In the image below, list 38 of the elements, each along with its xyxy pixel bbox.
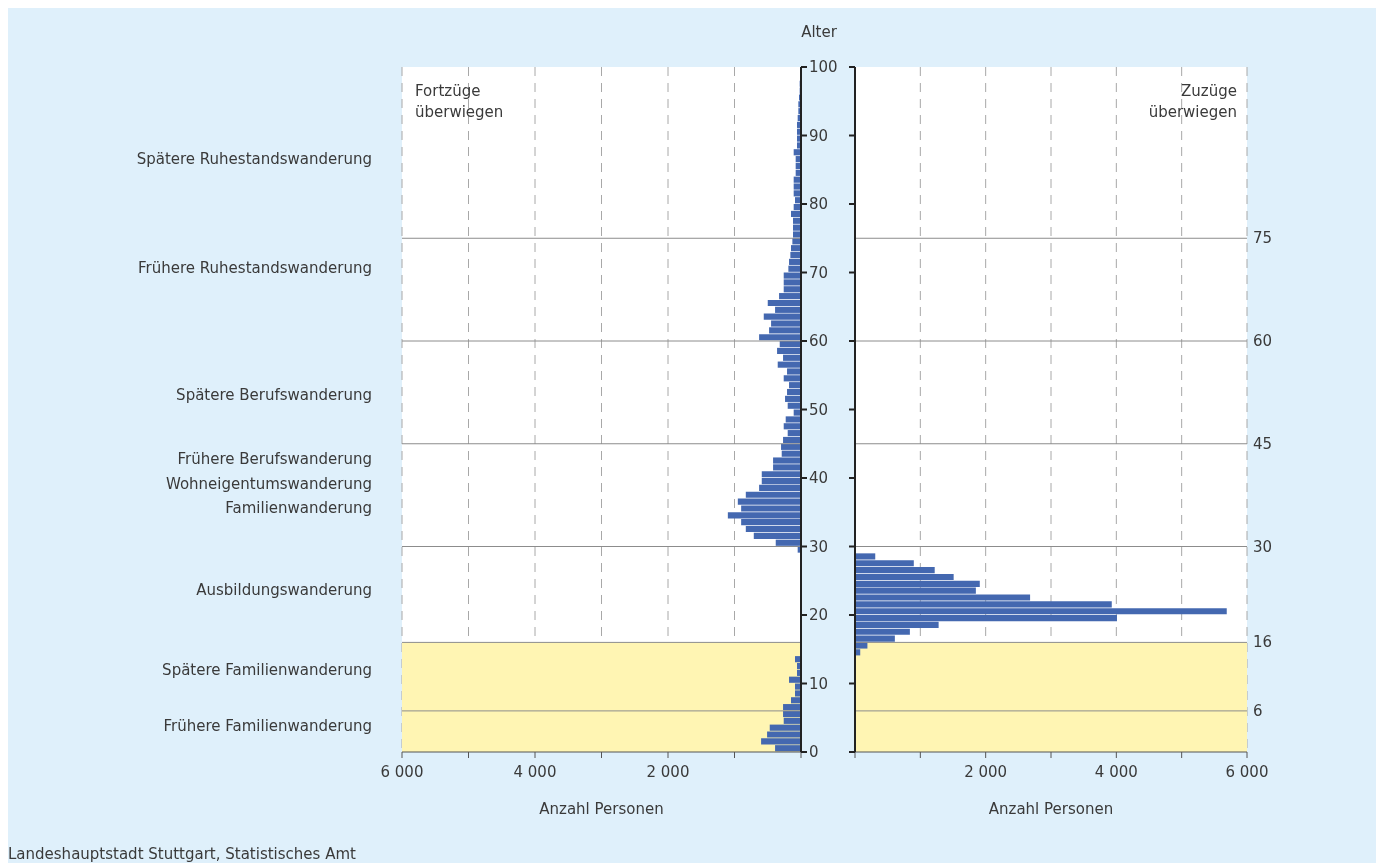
annotation: Zuzüge überwiegen xyxy=(1147,81,1237,123)
text: Landeshauptstadt Stuttgart, Statistisches Amt xyxy=(8,844,357,863)
y-tick-label: 0 xyxy=(809,743,819,762)
y-tick-label: 60 xyxy=(809,332,829,351)
x-axis-title: Anzahl Personen xyxy=(988,800,1114,818)
y-tick-label: 10 xyxy=(809,674,829,693)
y-tick-label: 40 xyxy=(809,469,829,488)
y-tick-label: 20 xyxy=(809,606,829,625)
y-tick-label: 50 xyxy=(809,400,829,419)
ref-line-label: 16 xyxy=(1253,633,1273,652)
ref-line-label: 75 xyxy=(1253,229,1273,248)
y-tick-label: 30 xyxy=(809,537,829,556)
ref-line-label: 45 xyxy=(1253,434,1273,453)
y-tick-label: 80 xyxy=(809,195,829,214)
x-tick-label: 4 000 xyxy=(1094,762,1138,781)
ref-line-label: 60 xyxy=(1253,332,1273,350)
ref-line-label: 30 xyxy=(1253,537,1273,556)
x-axis-title: Anzahl Personen xyxy=(539,800,664,818)
x-tick-label: 6 000 xyxy=(380,762,424,781)
text: Familienwanderung xyxy=(224,498,372,519)
text: Spätere Berufswanderung xyxy=(175,385,372,406)
y-axis-title: Alter xyxy=(801,23,838,41)
text: Frühere Berufswanderung xyxy=(176,449,372,470)
text: Spätere Ruhestandswanderung xyxy=(135,149,372,170)
x-tick-label: 6 000 xyxy=(1225,762,1269,781)
ref-line-label: 6 xyxy=(1253,701,1263,720)
text: Ausbildungswanderung xyxy=(195,580,372,601)
text: Frühere Familienwanderung xyxy=(162,716,372,737)
annotation: Fortzüge überwiegen xyxy=(415,81,505,123)
y-tick-label: 70 xyxy=(809,263,829,282)
y-tick-label: 100 xyxy=(809,58,838,77)
text: Frühere Ruhestandswanderung xyxy=(137,258,372,279)
x-tick-label: 4 000 xyxy=(513,762,557,781)
y-tick-label: 90 xyxy=(809,126,829,145)
text: Spätere Familienwanderung xyxy=(161,660,372,681)
x-tick-label: 2 000 xyxy=(646,762,690,781)
text: Wohneigentumswanderung xyxy=(164,474,372,495)
x-tick-label: 2 000 xyxy=(964,762,1008,781)
